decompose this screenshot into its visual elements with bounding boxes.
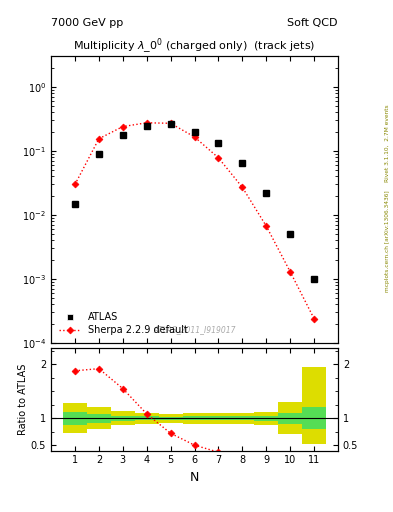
Text: Soft QCD: Soft QCD bbox=[288, 18, 338, 28]
Title: Multiplicity $\lambda\_0^0$ (charged only)  (track jets): Multiplicity $\lambda\_0^0$ (charged onl… bbox=[73, 37, 316, 56]
Y-axis label: Ratio to ATLAS: Ratio to ATLAS bbox=[18, 364, 28, 435]
Legend: ATLAS, Sherpa 2.2.9 default: ATLAS, Sherpa 2.2.9 default bbox=[56, 309, 191, 338]
X-axis label: N: N bbox=[190, 471, 199, 484]
Text: Rivet 3.1.10,  2.7M events: Rivet 3.1.10, 2.7M events bbox=[385, 104, 390, 182]
Text: 7000 GeV pp: 7000 GeV pp bbox=[51, 18, 123, 28]
Text: mcplots.cern.ch [arXiv:1306.3436]: mcplots.cern.ch [arXiv:1306.3436] bbox=[385, 190, 390, 291]
Text: ATLAS_2011_I919017: ATLAS_2011_I919017 bbox=[153, 326, 236, 334]
